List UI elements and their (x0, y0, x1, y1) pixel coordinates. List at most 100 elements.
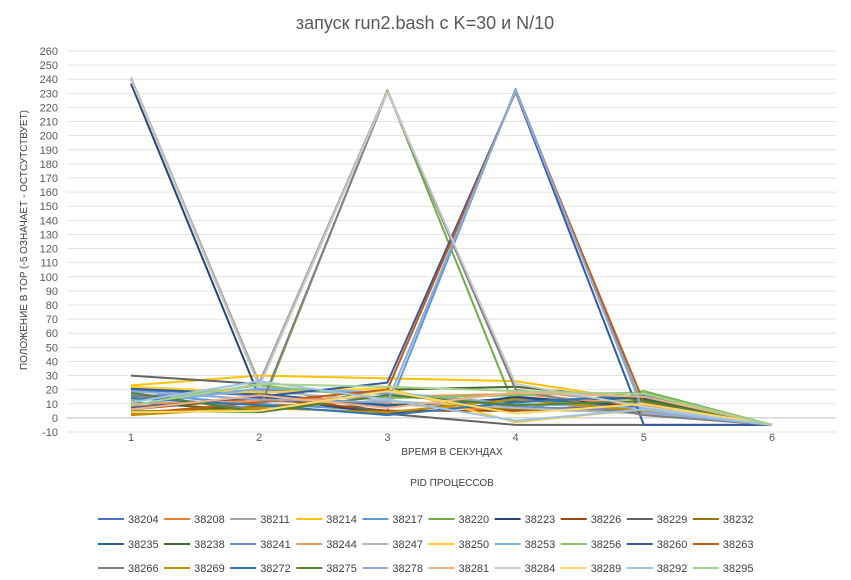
legend-item: 38292 (626, 563, 687, 575)
series-line-38292 (130, 380, 773, 426)
legend-label: 38250 (459, 539, 490, 551)
legend-item: 38263 (692, 539, 753, 551)
legend-label: 38241 (260, 539, 291, 551)
legend-item: 38235 (98, 539, 159, 551)
legend-item: 38232 (692, 514, 754, 526)
series-line-38263 (130, 90, 773, 426)
legend-label: 38275 (326, 563, 357, 575)
legend-label: 38295 (723, 563, 754, 575)
y-tick-label: 200 (40, 131, 58, 143)
legend-item: 38295 (692, 563, 754, 575)
y-tick-label: 120 (40, 244, 58, 256)
y-tick-label: -10 (42, 427, 58, 439)
legend-label: 38272 (260, 563, 291, 575)
x-axis-title: ВРЕМЯ В СЕКУНДАХ (401, 447, 503, 458)
legend-item: 38275 (296, 563, 357, 575)
legend-title: PID ПРОЦЕССОВ (410, 478, 494, 489)
legend-item: 38250 (428, 539, 490, 551)
y-tick-label: 10 (46, 399, 58, 411)
legend-label: 38266 (128, 563, 159, 575)
legend-item: 38214 (296, 514, 357, 526)
legend-item: 38266 (98, 563, 159, 575)
legend-label: 38226 (591, 514, 622, 526)
legend-item: 38220 (428, 514, 490, 526)
legend-item: 38238 (164, 539, 225, 551)
legend-label: 38235 (128, 539, 159, 551)
y-tick-label: 30 (46, 371, 58, 383)
y-tick-label: 0 (52, 413, 58, 425)
series-line-38295 (130, 383, 773, 426)
x-tick-label: 3 (384, 432, 390, 444)
series-line-38284 (130, 78, 773, 426)
series-line-38260 (130, 90, 772, 426)
x-tick-label: 5 (641, 432, 647, 444)
y-axis-ticks: -10 0 10 20 30 40 50 60 70 80 90 100 110 120 130 140 150… (40, 46, 58, 439)
series-line-38278 (130, 89, 773, 426)
legend-label: 38253 (525, 539, 556, 551)
legend-item: 38253 (494, 539, 556, 551)
y-tick-label: 170 (40, 173, 58, 185)
legend-label: 38220 (459, 514, 490, 526)
series-line-38266 (130, 90, 773, 426)
legend-label: 38223 (525, 514, 556, 526)
legend: 38204 38208 38211 38214 38217 38220 38223 38226… (98, 514, 753, 575)
series-lines (130, 77, 773, 426)
legend-label: 38232 (723, 514, 754, 526)
y-tick-label: 180 (40, 159, 58, 171)
legend-label: 38281 (459, 563, 490, 575)
legend-label: 38208 (194, 514, 225, 526)
y-axis-title: ПОЛОЖЕНИЕ В TOP (-5 ОЗНАЧАЕТ - ОСТСУТСТВ… (19, 110, 30, 370)
chart-title: запуск run2.bash с K=30 и N/10 (296, 13, 554, 33)
legend-label: 38211 (260, 514, 290, 526)
series-line-38253 (130, 387, 773, 426)
series-line-38281 (130, 391, 773, 426)
y-tick-label: 210 (40, 117, 58, 129)
series-line-38289 (130, 390, 773, 426)
y-tick-label: 190 (40, 145, 58, 157)
y-tick-label: 150 (40, 201, 58, 213)
legend-label: 38238 (194, 539, 225, 551)
legend-item: 38211 (230, 514, 290, 526)
y-tick-label: 220 (40, 102, 58, 114)
x-tick-label: 6 (769, 432, 775, 444)
y-tick-label: 70 (46, 314, 58, 326)
y-tick-label: 40 (46, 356, 58, 368)
legend-item: 38226 (560, 514, 622, 526)
y-tick-label: 50 (46, 342, 58, 354)
y-tick-label: 240 (40, 74, 58, 86)
series-line-38244 (130, 392, 773, 426)
y-tick-label: 80 (46, 300, 58, 312)
y-tick-label: 140 (40, 215, 58, 227)
y-tick-label: 20 (46, 385, 58, 397)
legend-item: 38229 (626, 514, 687, 526)
x-axis-ticks: 1 2 3 4 5 6 (128, 432, 775, 444)
legend-item: 38284 (494, 563, 555, 575)
legend-label: 38278 (392, 563, 423, 575)
series-line-38220 (130, 89, 773, 426)
y-tick-label: 230 (40, 88, 58, 100)
legend-label: 38204 (128, 514, 159, 526)
y-tick-label: 260 (40, 46, 58, 58)
legend-item: 38256 (560, 539, 621, 551)
legend-item: 38289 (560, 563, 622, 575)
legend-label: 38260 (657, 539, 688, 551)
legend-label: 38269 (194, 563, 225, 575)
y-tick-label: 60 (46, 328, 58, 340)
legend-item: 38247 (362, 539, 423, 551)
legend-item: 38208 (164, 514, 225, 526)
legend-item: 38241 (230, 539, 291, 551)
y-tick-label: 250 (40, 60, 58, 72)
series-line-38272 (130, 394, 773, 426)
series-line-38223 (130, 83, 773, 426)
legend-item: 38269 (164, 563, 225, 575)
legend-item: 38223 (494, 514, 556, 526)
legend-item: 38260 (626, 539, 688, 551)
y-tick-label: 110 (40, 258, 58, 270)
legend-item: 38204 (98, 514, 159, 526)
legend-label: 38247 (392, 539, 423, 551)
legend-item: 38278 (362, 563, 423, 575)
y-tick-label: 100 (40, 272, 58, 284)
legend-item: 38244 (296, 539, 357, 551)
legend-label: 38289 (591, 563, 622, 575)
